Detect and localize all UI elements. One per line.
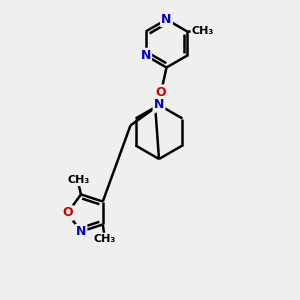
Text: N: N <box>140 49 151 62</box>
Text: CH₃: CH₃ <box>68 175 90 185</box>
Text: N: N <box>154 98 164 112</box>
Text: O: O <box>62 206 73 220</box>
Text: CH₃: CH₃ <box>93 234 116 244</box>
Text: CH₃: CH₃ <box>192 26 214 37</box>
Text: N: N <box>76 225 86 238</box>
Text: O: O <box>156 85 167 99</box>
Text: N: N <box>161 13 172 26</box>
